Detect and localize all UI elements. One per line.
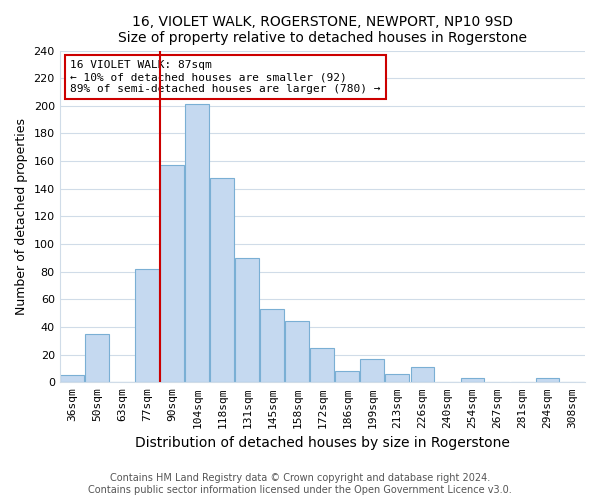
Bar — [310, 348, 334, 382]
Bar — [461, 378, 484, 382]
Bar — [385, 374, 409, 382]
Bar — [536, 378, 559, 382]
X-axis label: Distribution of detached houses by size in Rogerstone: Distribution of detached houses by size … — [135, 436, 510, 450]
Bar — [235, 258, 259, 382]
Bar — [335, 371, 359, 382]
Bar — [136, 269, 159, 382]
Bar — [85, 334, 109, 382]
Y-axis label: Number of detached properties: Number of detached properties — [15, 118, 28, 315]
Bar — [361, 359, 384, 382]
Bar — [211, 178, 234, 382]
Bar — [286, 322, 309, 382]
Bar — [260, 309, 284, 382]
Bar — [60, 376, 84, 382]
Title: 16, VIOLET WALK, ROGERSTONE, NEWPORT, NP10 9SD
Size of property relative to deta: 16, VIOLET WALK, ROGERSTONE, NEWPORT, NP… — [118, 15, 527, 45]
Bar — [410, 367, 434, 382]
Text: 16 VIOLET WALK: 87sqm
← 10% of detached houses are smaller (92)
89% of semi-deta: 16 VIOLET WALK: 87sqm ← 10% of detached … — [70, 60, 380, 94]
Bar — [160, 166, 184, 382]
Text: Contains HM Land Registry data © Crown copyright and database right 2024.
Contai: Contains HM Land Registry data © Crown c… — [88, 474, 512, 495]
Bar — [185, 104, 209, 382]
